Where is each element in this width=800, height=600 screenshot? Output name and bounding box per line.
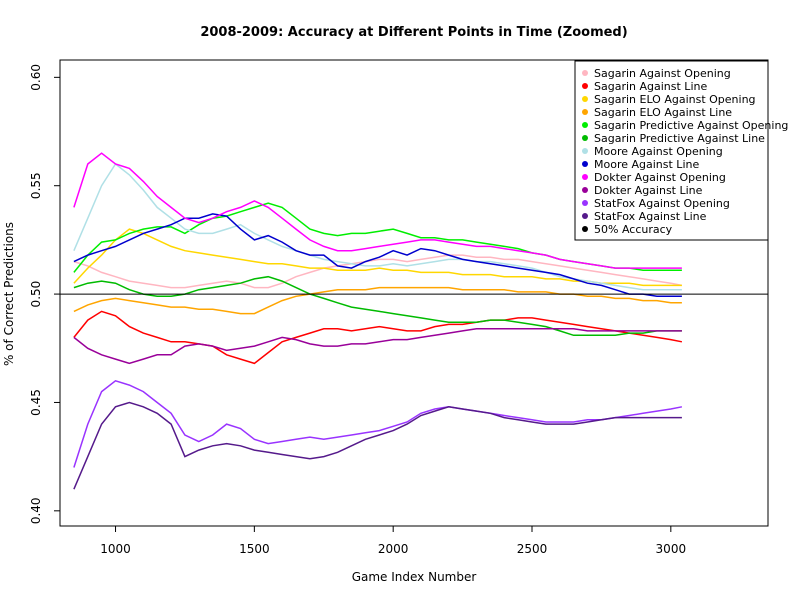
legend-marker [582,148,588,154]
y-tick-label: 0.60 [29,64,43,91]
series-line [73,401,682,490]
legend-label: Moore Against Line [594,158,699,171]
legend-marker [582,122,588,128]
y-axis-label: % of Correct Predictions [2,222,16,366]
chart-title: 2008-2009: Accuracy at Different Points … [200,25,627,40]
series-line [73,275,682,337]
legend-label: StatFox Against Opening [594,197,730,210]
series-line [73,254,683,289]
legend-marker [582,109,588,115]
legend-marker [582,161,588,167]
series-line [73,213,682,298]
series-line [73,328,682,365]
x-tick-label: 3000 [656,542,687,556]
legend-marker [582,226,588,232]
series-line [73,152,682,269]
y-tick-label: 0.45 [29,389,43,416]
legend-marker [582,70,588,76]
legend-box [574,60,769,241]
legend-marker [582,83,588,89]
legend-marker [582,213,588,219]
y-axis: 0.40 0.45 0.50 0.55 0.60 [29,64,61,524]
x-axis-label: Game Index Number [352,570,477,584]
y-tick-label: 0.50 [29,281,43,308]
legend-label: Dokter Against Opening [594,171,726,184]
y-tick-label: 0.40 [29,497,43,524]
x-tick-label: 2500 [517,542,548,556]
series-line [73,379,683,468]
legend-marker [582,96,588,102]
legend-label: Dokter Against Line [594,184,703,197]
legend-label: Sagarin Against Line [594,80,707,93]
legend-marker [582,200,588,206]
x-axis: 1000 1500 2000 2500 3000 [100,525,687,556]
legend-marker [582,135,588,141]
legend-label: Sagarin ELO Against Opening [594,93,756,106]
legend-label: StatFox Against Line [594,210,707,223]
legend-label: Sagarin Predictive Against Opening [594,119,788,132]
legend-label: Moore Against Opening [594,145,723,158]
y-tick-label: 0.55 [29,172,43,199]
series-line [73,310,683,365]
x-tick-label: 1500 [239,542,270,556]
legend-marker [582,174,588,180]
x-tick-label: 1000 [100,542,131,556]
legend-label: 50% Accuracy [594,223,673,236]
legend-label: Sagarin Against Opening [594,67,731,80]
x-tick-label: 2000 [378,542,409,556]
legend-marker [582,187,588,193]
legend-label: Sagarin ELO Against Line [594,106,732,119]
legend-label: Sagarin Predictive Against Line [594,132,765,145]
series-layer [73,152,683,490]
series-line [73,286,682,315]
